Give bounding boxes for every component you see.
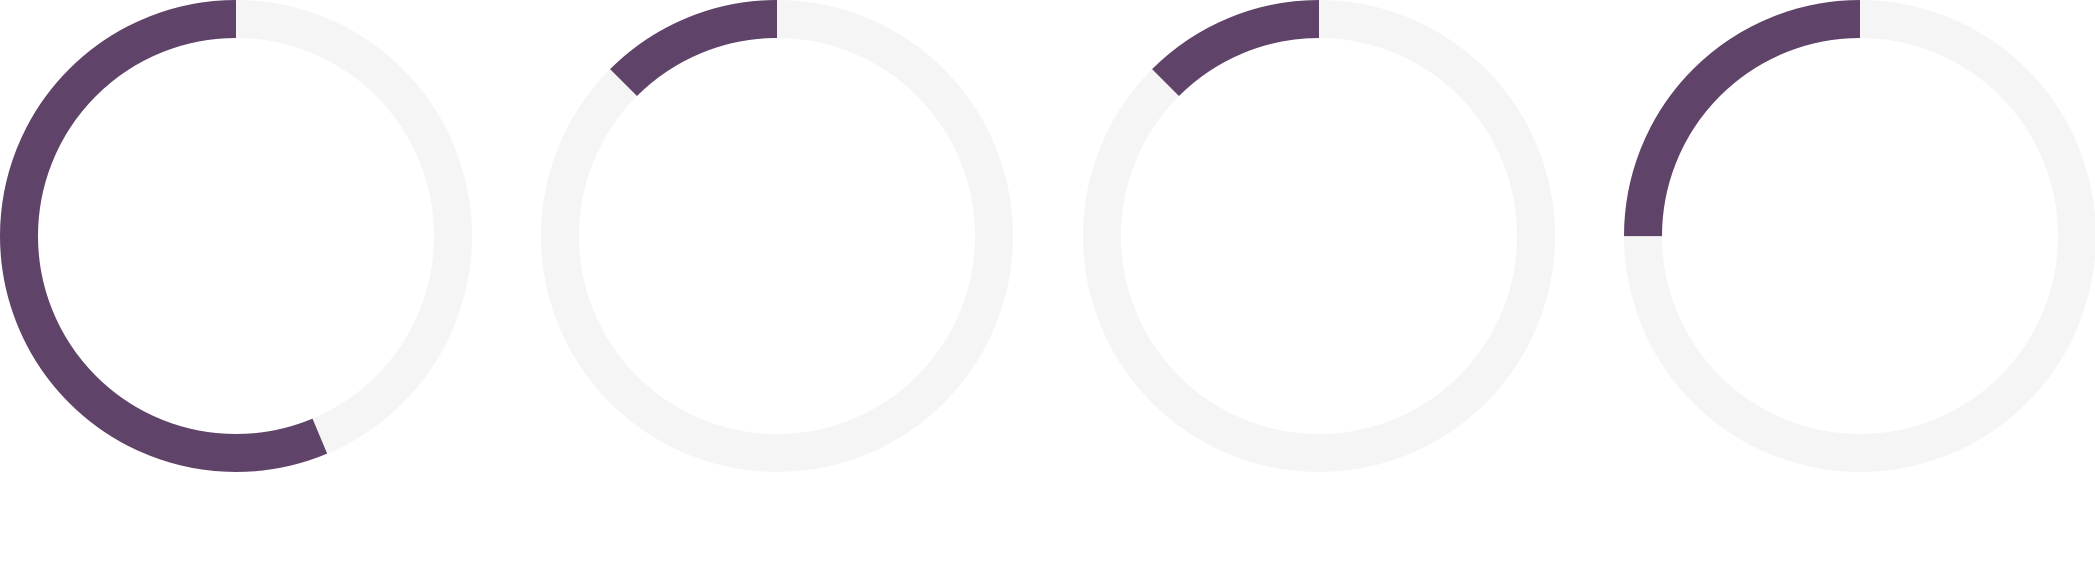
gauge-svg [1624,0,2095,472]
gauge-svg [1083,0,1555,472]
gauge-progress-arc [1083,0,1555,472]
gauge-1 [0,0,472,472]
gauge-progress-arc [1624,0,2095,472]
gauge-3 [1083,0,1555,472]
gauge-svg [541,0,1013,472]
gauge-progress-arc [0,0,472,472]
gauge-4 [1624,0,2095,472]
gauge-2 [541,0,1013,472]
gauge-progress-arc [541,0,1013,472]
gauge-svg [0,0,472,472]
